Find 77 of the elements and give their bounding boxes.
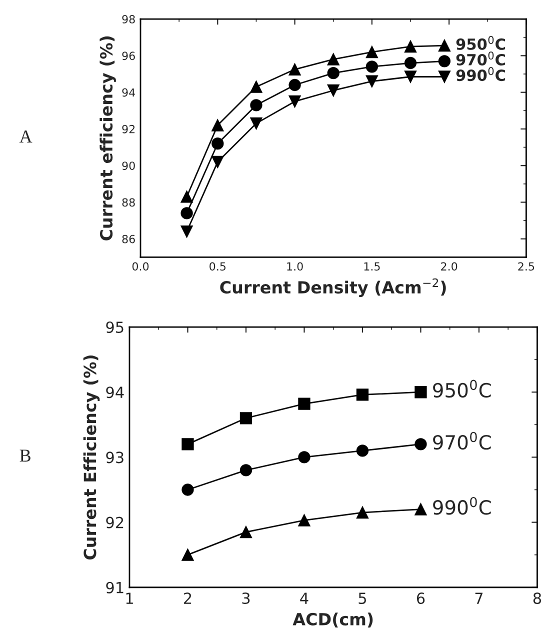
y-tick-label: 96	[122, 52, 135, 60]
x-tick-label: 4	[300, 592, 308, 604]
point	[212, 156, 224, 168]
point	[438, 40, 451, 52]
point	[404, 70, 417, 83]
point	[240, 464, 252, 476]
point	[288, 78, 301, 92]
point	[288, 95, 301, 108]
point	[182, 484, 194, 496]
series-label: 990$^{0}$C	[433, 496, 491, 515]
point	[298, 514, 310, 526]
point	[212, 119, 224, 132]
point	[212, 138, 224, 150]
point	[327, 67, 340, 80]
text: B	[20, 450, 30, 462]
point	[298, 451, 310, 464]
y-tick-label: 86	[122, 234, 135, 244]
point	[356, 388, 369, 401]
series-label: 950$^{0}$C	[433, 380, 491, 398]
y-tick-label: 94	[106, 386, 124, 398]
y-tick-label: 92	[106, 516, 124, 528]
x-axis-title: Current Density (Acm$^{−2}$)	[220, 278, 446, 297]
x-tick-label: 7	[475, 592, 483, 604]
point	[182, 438, 194, 450]
y-tick-label: 88	[122, 198, 135, 207]
point	[298, 398, 310, 410]
x-tick-label: 2.5	[518, 262, 534, 271]
point	[404, 56, 417, 70]
point	[240, 526, 252, 538]
y-tick-label: 98	[122, 15, 135, 24]
point	[438, 70, 451, 83]
x-tick-label: 1.0	[287, 262, 303, 271]
point	[180, 190, 193, 203]
x-tick-label: 1	[126, 592, 133, 604]
point	[414, 503, 427, 516]
point	[250, 80, 262, 93]
x-tick-label: 6	[416, 592, 425, 604]
x-tick-label: 0.0	[132, 262, 149, 271]
x-axis-title: ACD(cm)	[292, 612, 373, 628]
x-tick-label: 5	[358, 592, 366, 604]
series-label: 970$^{0}$C	[456, 51, 506, 66]
y-tick-label: 91	[106, 582, 124, 594]
point	[240, 412, 252, 424]
point	[356, 444, 369, 457]
x-tick-label: 1.5	[364, 262, 380, 271]
point	[180, 225, 193, 238]
point	[250, 117, 262, 130]
x-tick-label: 8	[533, 592, 542, 604]
point	[366, 75, 378, 88]
point	[250, 99, 262, 112]
y-tick-label: 90	[122, 162, 135, 170]
point	[366, 46, 378, 58]
point	[288, 63, 301, 76]
series-label: 990$^{0}$C	[456, 67, 506, 82]
point	[404, 40, 417, 53]
point	[356, 506, 369, 519]
series-label: 950$^{0}$C	[456, 36, 506, 50]
series-label: 970$^{0}$C	[433, 432, 491, 450]
point	[438, 55, 451, 68]
y-tick-label: 95	[106, 321, 124, 334]
point	[327, 84, 340, 97]
point	[327, 53, 340, 66]
point	[414, 386, 427, 398]
x-tick-label: 2.0	[441, 262, 458, 271]
text: A	[19, 130, 32, 142]
x-tick-label: 2	[184, 592, 192, 604]
y-axis-title: Current Efficiency (%)	[83, 355, 100, 560]
point	[414, 438, 427, 450]
point	[366, 60, 378, 73]
x-tick-label: 3	[242, 592, 250, 604]
x-tick-label: 0.5	[210, 262, 226, 271]
y-axis-title: Current efficiency (%)	[100, 36, 116, 240]
y-tick-label: 94	[122, 88, 136, 97]
y-tick-label: 93	[106, 452, 124, 464]
y-tick-label: 92	[122, 124, 135, 134]
point	[182, 548, 194, 561]
point	[180, 207, 193, 220]
